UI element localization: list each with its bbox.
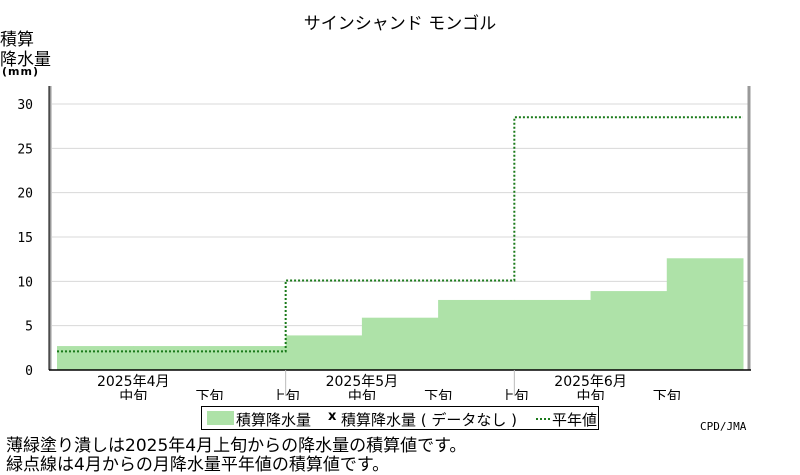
- normal-step-line: [57, 116, 743, 353]
- chart-title: サインシャンド モンゴル: [303, 14, 497, 34]
- credit-text: CPD/JMA: [700, 420, 747, 433]
- x-tick-period-label: 下旬: [424, 389, 452, 400]
- accumulated-bar: [666, 258, 744, 370]
- y-tick-label: 25: [17, 142, 33, 157]
- y-tick-label: 5: [25, 320, 33, 335]
- footnote-dotted: 緑点線は4月からの月降水量平年値の積算値です。: [6, 455, 390, 475]
- x-tick-month-label: 2025年5月: [326, 374, 399, 390]
- y-tick-label: 10: [17, 275, 33, 290]
- footnote-fill: 薄緑塗り潰しは2025年4月上旬からの降水量の積算値です。: [6, 436, 467, 456]
- accumulated-bar: [133, 346, 210, 370]
- x-tick-month-label: 2025年6月: [554, 374, 627, 390]
- y-tick-label: 15: [17, 231, 33, 246]
- x-tick-period-label: 中旬: [577, 389, 605, 400]
- accumulated-bar: [590, 291, 668, 370]
- accumulated-bar: [57, 346, 134, 370]
- y-tick-label: 0: [25, 364, 33, 379]
- x-tick-period-label: 下旬: [195, 389, 223, 400]
- accumulated-bar: [209, 346, 287, 370]
- legend: 積算降水量 x 積算降水量 ( データなし ) 平年値: [201, 406, 599, 430]
- legend-label-no-data: 積算降水量 ( データなし ): [341, 411, 518, 429]
- legend-marker-no-data: x: [328, 409, 337, 424]
- x-tick-period-label: 下旬: [653, 389, 681, 400]
- y-axis-label-line-1: 積算: [0, 30, 34, 50]
- accumulated-bar: [285, 335, 363, 370]
- y-axis-unit: (mm): [2, 65, 39, 78]
- x-tick-period-label: 上旬: [500, 389, 528, 400]
- legend-swatch-accumulated: [207, 411, 234, 425]
- x-tick-month-label: 2025年4月: [97, 374, 170, 390]
- x-tick-period-label: 上旬: [272, 389, 300, 400]
- accumulated-bar: [361, 317, 439, 370]
- legend-line-normal: [536, 418, 550, 420]
- x-tick-period-label: 中旬: [119, 389, 147, 400]
- accumulated-bar: [438, 299, 515, 370]
- y-axis-label-line-2: 降水量: [0, 50, 51, 70]
- accumulated-bar: [514, 299, 592, 370]
- y-tick-label: 30: [17, 98, 33, 113]
- legend-label-accumulated: 積算降水量: [236, 411, 312, 429]
- x-tick-period-label: 中旬: [348, 389, 376, 400]
- legend-label-normal: 平年値: [552, 411, 598, 429]
- y-tick-label: 20: [17, 187, 33, 202]
